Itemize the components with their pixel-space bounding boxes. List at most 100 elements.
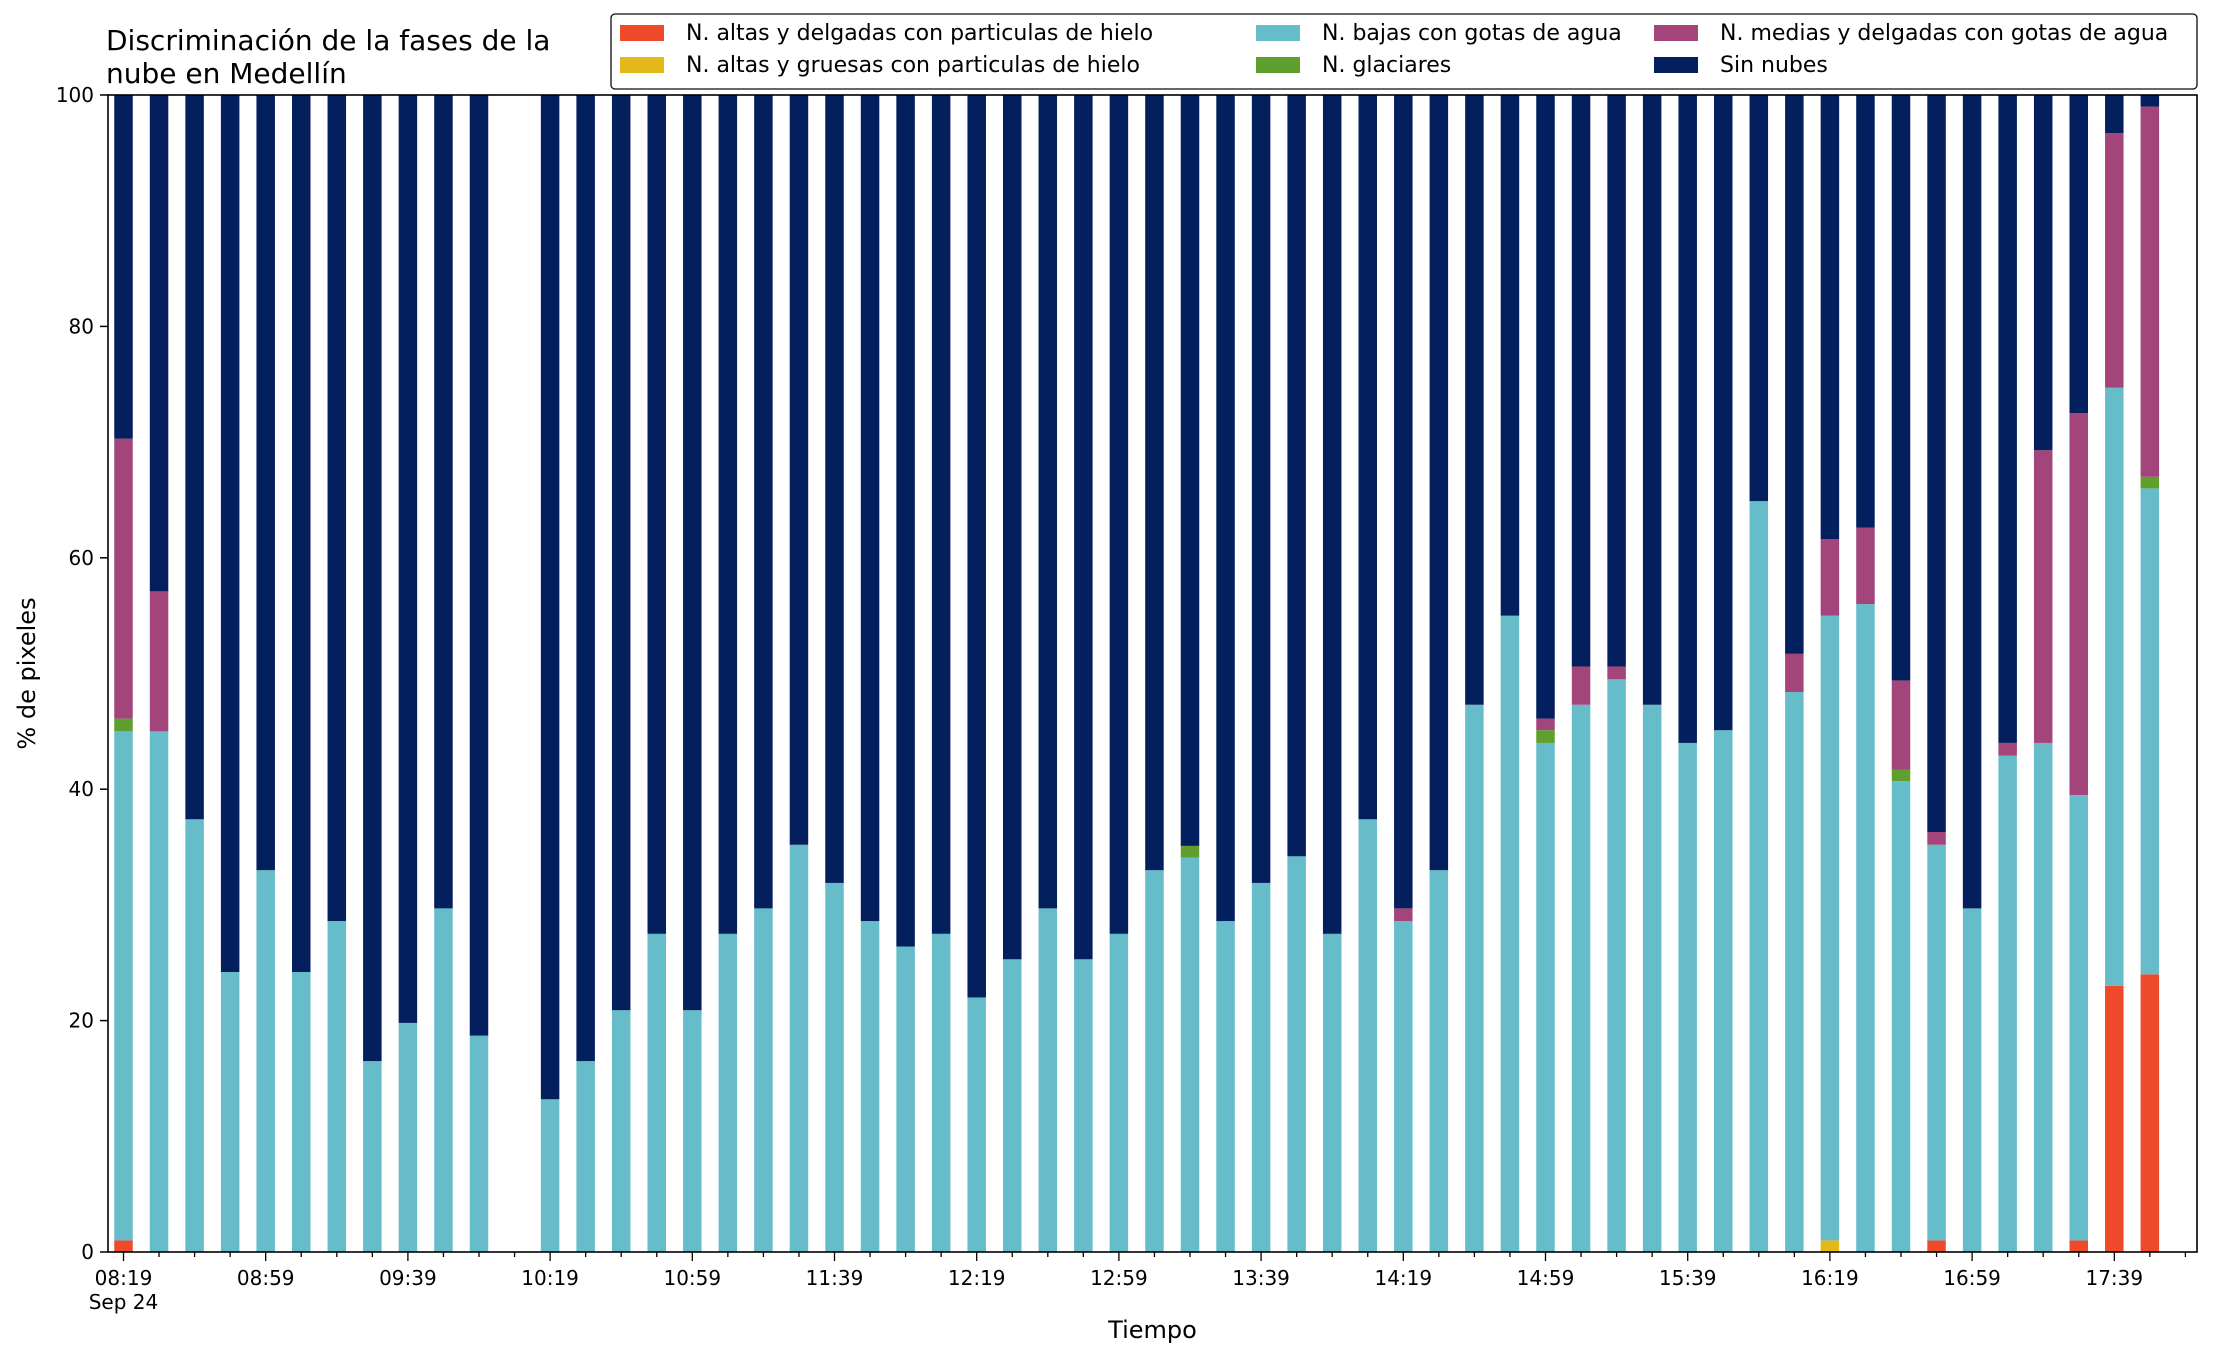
bar-segment-s5-31	[1216, 95, 1235, 922]
bar-segment-s5-5	[292, 95, 311, 973]
x-tick-label-line: 16:19	[1801, 1266, 1859, 1290]
y-tick-label: 60	[69, 546, 94, 570]
bar-segment-s1-48	[1820, 1240, 1840, 1252]
bar-segment-s2-53	[1998, 755, 2017, 1252]
bar-segment-s2-37	[1429, 870, 1449, 1252]
bar-segment-s5-34	[1322, 95, 1342, 934]
y-tick-label: 20	[69, 1009, 94, 1033]
legend: N. altas y delgadas con particulas de hi…	[610, 13, 2198, 90]
bar-segment-s5-41	[1571, 95, 1591, 667]
bar-segment-s2-46	[1749, 501, 1769, 1252]
bar-segment-s2-24	[967, 997, 986, 1252]
bar-segment-s5-43	[1642, 95, 1662, 705]
bar-segment-s5-49	[1856, 95, 1875, 528]
bar-segment-s5-57	[2140, 95, 2160, 107]
bar-segment-s3-50	[1891, 769, 1911, 782]
legend-label-4: N. medias y delgadas con gotas de agua	[1720, 21, 2168, 46]
bar-segment-s0-55	[2069, 1240, 2088, 1252]
y-tick-label: 40	[69, 777, 94, 801]
bar-segment-s2-47	[1785, 692, 1804, 1252]
bar-segment-s5-20	[825, 95, 844, 883]
bar-segment-s2-43	[1642, 704, 1662, 1252]
bar-segment-s4-0	[114, 438, 133, 719]
bar-segment-s4-49	[1856, 527, 1875, 605]
bar-segment-s2-52	[1962, 908, 1982, 1252]
x-tick-label: 09:39	[379, 1266, 437, 1290]
bar-segment-s2-55	[2069, 794, 2088, 1241]
legend-swatch-2	[1256, 25, 1300, 41]
bar-segment-s4-42	[1607, 666, 1626, 680]
bar-segment-s5-37	[1429, 95, 1449, 871]
bar-segment-s5-50	[1891, 95, 1911, 681]
bar-segment-s2-0	[114, 731, 133, 1241]
y-axis-label: % de pixeles	[13, 597, 41, 749]
x-tick-label-line: 09:39	[379, 1266, 437, 1290]
bar-segment-s5-45	[1714, 95, 1733, 731]
bar-segment-s2-22	[896, 946, 915, 1252]
bar-segment-s2-36	[1394, 921, 1413, 1252]
bar-segment-s4-36	[1394, 908, 1413, 922]
bar-segment-s5-12	[540, 95, 560, 1100]
bar-segment-s2-45	[1714, 730, 1733, 1252]
bar-segment-s2-51	[1927, 844, 1946, 1241]
bar-segment-s2-50	[1891, 781, 1911, 1252]
bar-segment-s5-1	[149, 95, 169, 592]
bar-segment-s5-48	[1820, 95, 1840, 540]
bar-segment-s5-38	[1465, 95, 1484, 705]
bar-segment-s5-47	[1785, 95, 1804, 654]
bar-segment-s2-57	[2140, 488, 2160, 975]
bar-segment-s2-39	[1500, 615, 1520, 1252]
bar-segment-s2-5	[292, 972, 311, 1252]
bar-segment-s0-56	[2105, 985, 2124, 1252]
x-tick-label: 12:59	[1090, 1266, 1148, 1290]
bar-segment-s5-28	[1109, 95, 1129, 934]
bar-segment-s2-16	[683, 1010, 702, 1252]
bar-segment-s5-8	[398, 95, 418, 1023]
bar-segment-s2-2	[185, 819, 204, 1252]
bar-segment-s4-47	[1785, 653, 1804, 693]
bar-segment-s5-27	[1074, 95, 1093, 960]
chart-title-line: nube en Medellín	[106, 57, 347, 90]
x-tick-label: 15:39	[1659, 1266, 1717, 1290]
bar-segment-s2-14	[611, 1010, 631, 1252]
x-tick-label: 16:19	[1801, 1266, 1859, 1290]
legend-swatch-5	[1654, 57, 1698, 73]
plot-frame	[107, 94, 2198, 1253]
x-tick-label-line: 14:19	[1374, 1266, 1432, 1290]
bar-segment-s5-18	[754, 95, 773, 909]
bar-segment-s5-14	[611, 95, 631, 1011]
bar-segment-s2-1	[149, 731, 169, 1252]
bar-segment-s5-32	[1251, 95, 1271, 883]
bar-segment-s5-56	[2105, 95, 2124, 134]
bar-segment-s5-40	[1536, 95, 1555, 719]
x-tick-label: 11:39	[806, 1266, 864, 1290]
legend-label-5: Sin nubes	[1720, 53, 1828, 78]
x-tick-label-line: 15:39	[1659, 1266, 1717, 1290]
bar-segment-s2-20	[825, 882, 844, 1252]
bar-segment-s5-46	[1749, 95, 1769, 502]
x-tick-label: 14:19	[1374, 1266, 1432, 1290]
bar-segment-s2-27	[1074, 959, 1093, 1252]
bar-segment-s5-23	[931, 95, 951, 934]
x-tick-label: 14:59	[1517, 1266, 1575, 1290]
bar-segment-s5-53	[1998, 95, 2017, 743]
bar-segment-s3-40	[1536, 730, 1555, 743]
bar-segment-s5-30	[1180, 95, 1200, 846]
bar-segment-s5-22	[896, 95, 915, 947]
bar-segment-s5-33	[1287, 95, 1306, 857]
x-axis-label: Tiempo	[1107, 1316, 1197, 1344]
bar-segment-s5-52	[1962, 95, 1982, 909]
bar-segment-s5-44	[1678, 95, 1697, 743]
legend-label-3: N. glaciares	[1322, 53, 1451, 78]
bar-segment-s2-31	[1216, 921, 1235, 1252]
bar-segment-s2-7	[363, 1061, 382, 1252]
bar-segment-s4-53	[1998, 742, 2017, 756]
plot-bars	[114, 95, 2160, 1252]
bar-segment-s2-35	[1358, 819, 1377, 1252]
x-tick-label: 13:39	[1232, 1266, 1290, 1290]
bar-segment-s5-0	[114, 95, 133, 439]
bar-segment-s5-2	[185, 95, 204, 820]
bar-segment-s2-42	[1607, 679, 1626, 1252]
x-tick-label-line: 14:59	[1517, 1266, 1575, 1290]
legend-label-1: N. altas y gruesas con particulas de hie…	[686, 53, 1140, 78]
